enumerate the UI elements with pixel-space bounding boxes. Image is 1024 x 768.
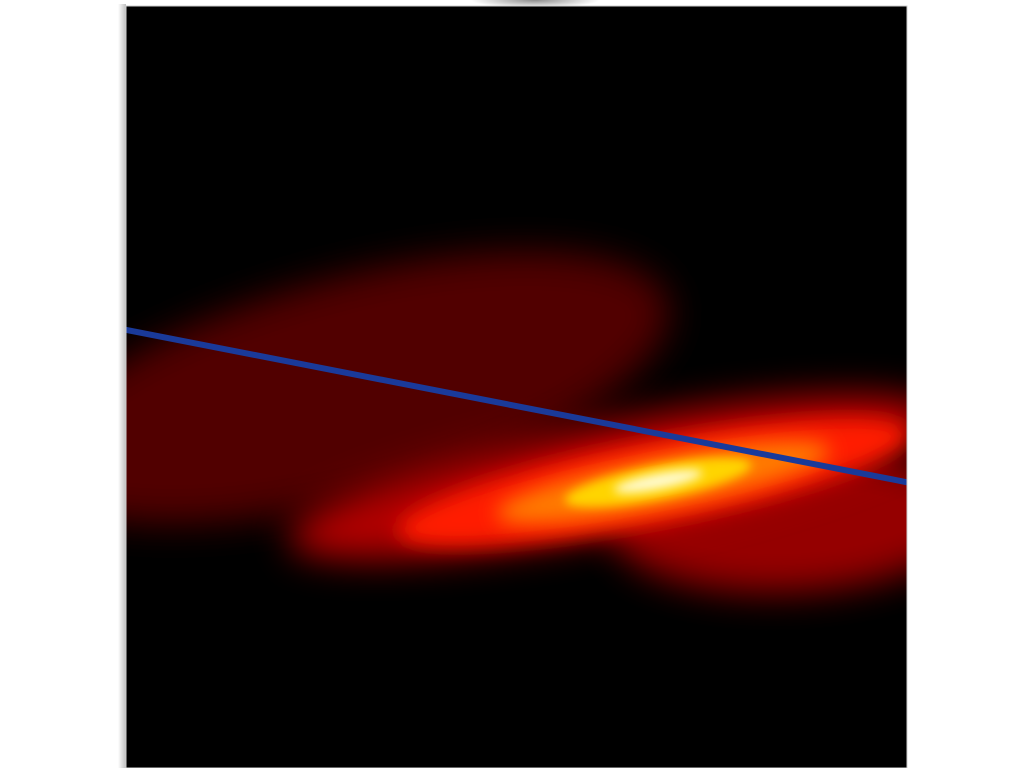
series-line-0	[126, 326, 907, 486]
density-field	[126, 251, 907, 593]
density-flare-left	[126, 251, 670, 524]
line-layer	[126, 326, 907, 486]
top-smudge	[470, 0, 600, 8]
density-peak	[613, 469, 703, 493]
plot-edge-shadow	[118, 4, 126, 768]
plot-frame	[125, 5, 908, 768]
